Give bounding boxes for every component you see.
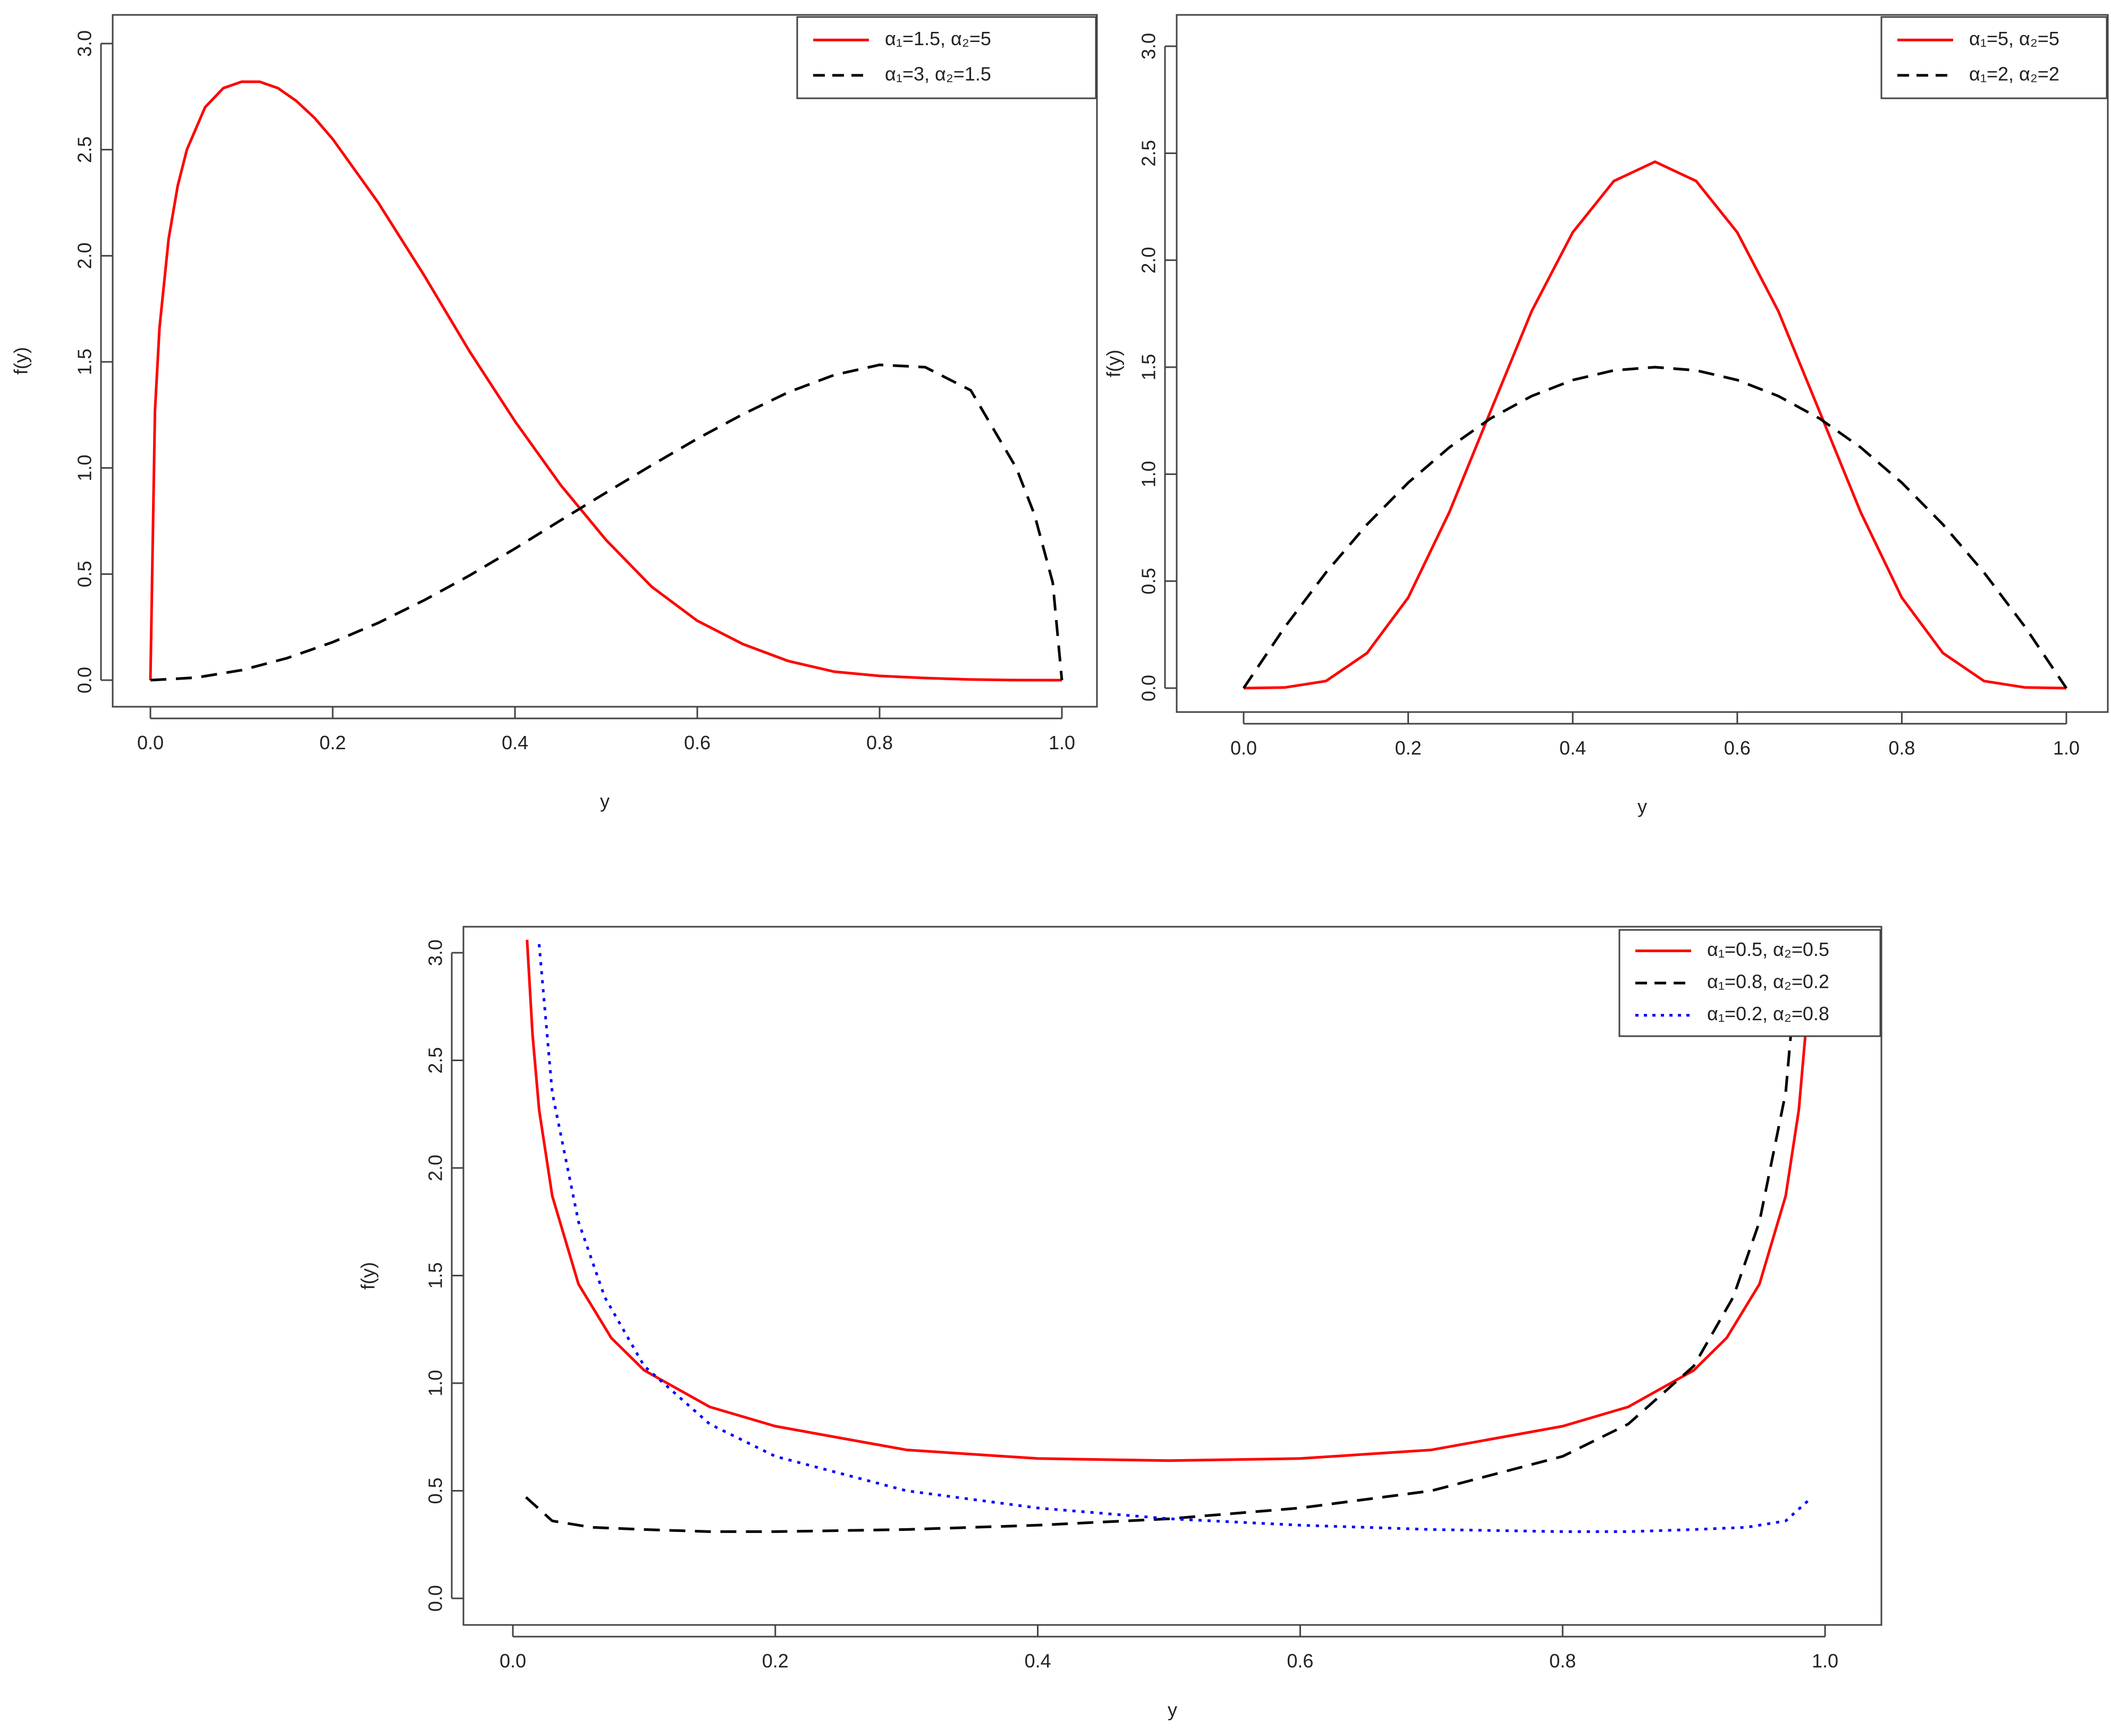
legend-label: α₁=5, α₂=5 — [1969, 28, 2059, 49]
y-tick-label: 1.5 — [1138, 354, 1160, 380]
y-tick-label: 1.5 — [425, 1262, 446, 1289]
plot-frame — [462, 926, 1882, 1626]
series-line-2 — [1242, 366, 2068, 689]
legend-label: α₁=0.8, α₂=0.2 — [1707, 971, 1829, 993]
x-tick-label: 0.6 — [1724, 737, 1751, 759]
y-tick-label: 2.5 — [74, 137, 96, 163]
y-tick-label: 2.0 — [425, 1155, 446, 1181]
y-tick-label: 1.5 — [74, 349, 96, 375]
plot-frame — [112, 14, 1098, 708]
y-tick-label: 3.0 — [74, 30, 96, 57]
y-tick-label: 0.0 — [425, 1585, 446, 1612]
x-axis-label: y — [1637, 795, 1647, 817]
y-tick-label: 0.5 — [74, 561, 96, 587]
y-tick-label: 1.0 — [425, 1370, 446, 1396]
series-line-1 — [526, 939, 1812, 1462]
legend-label: α₁=0.2, α₂=0.8 — [1707, 1003, 1829, 1024]
plot-area — [525, 939, 1813, 1533]
y-tick-label: 0.0 — [74, 667, 96, 693]
plot-area — [1242, 160, 2068, 690]
x-tick-label: 0.2 — [319, 732, 346, 753]
legend: α₁=1.5, α₂=5 α₁=3, α₂=1.5 — [796, 16, 1097, 99]
y-tick-label: 3.0 — [1138, 33, 1160, 60]
plot-area — [149, 80, 1063, 682]
y-tick-label: 0.5 — [425, 1477, 446, 1504]
x-tick-label: 0.4 — [502, 732, 528, 753]
legend: α₁=5, α₂=5 α₁=2, α₂=2 — [1880, 16, 2108, 99]
y-axis-label: f(y) — [10, 347, 32, 375]
y-axis-label: f(y) — [1103, 350, 1125, 377]
panels: 0.0 0.2 0.4 0.6 0.8 1.0 0.0 0.5 1.0 1.5 2.0 2.5 3.0 y… — [10, 14, 2109, 1721]
x-tick-label: 0.0 — [1230, 737, 1257, 759]
y-tick-label: 1.0 — [74, 455, 96, 481]
y-tick-label: 0.5 — [1138, 568, 1160, 595]
legend-label: α₁=2, α₂=2 — [1969, 63, 2059, 84]
chart-panel-1: 0.0 0.2 0.4 0.6 0.8 1.0 0.0 0.5 1.0 1.5 2.0 2.5 3.0 y… — [10, 14, 1098, 812]
y-tick-label: 2.0 — [1138, 247, 1160, 274]
x-tick-label: 0.4 — [1025, 1650, 1051, 1672]
series-line-2 — [525, 944, 1801, 1533]
series-line-2 — [150, 363, 1063, 682]
y-axis-label: f(y) — [357, 1262, 379, 1290]
x-tick-label: 1.0 — [2053, 737, 2080, 759]
legend-box — [1880, 16, 2108, 99]
y-tick-label: 3.0 — [425, 939, 446, 966]
x-tick-label: 0.8 — [866, 732, 893, 753]
x-tick-label: 1.0 — [1049, 732, 1075, 753]
chart-panel-3: 0.0 0.2 0.4 0.6 0.8 1.0 0.0 0.5 1.0 1.5 2.0 2.5 3.0 y… — [357, 926, 1882, 1721]
x-tick-label: 0.6 — [1287, 1650, 1313, 1672]
plot-frame — [1176, 14, 2109, 713]
x-tick-label: 0.6 — [684, 732, 711, 753]
legend-box — [796, 16, 1097, 99]
y-tick-label: 0.0 — [1138, 675, 1160, 701]
series-line-1 — [1243, 160, 2067, 690]
x-tick-label: 0.8 — [1888, 737, 1915, 759]
x-tick-label: 0.0 — [137, 732, 164, 753]
legend: α₁=0.5, α₂=0.5 α₁=0.8, α₂=0.2 α₁=0.2, α₂=0… — [1618, 929, 1881, 1037]
x-tick-label: 0.8 — [1549, 1650, 1576, 1672]
x-tick-label: 0.2 — [1395, 737, 1422, 759]
x-tick-label: 0.0 — [500, 1650, 526, 1672]
y-tick-label: 2.5 — [425, 1047, 446, 1073]
x-axis-label: y — [1168, 1699, 1177, 1721]
chart-panel-2: 0.0 0.2 0.4 0.6 0.8 1.0 0.0 0.5 1.0 1.5 2.0 2.5 3.0 y… — [1103, 14, 2109, 817]
y-tick-label: 1.0 — [1138, 461, 1160, 487]
x-tick-label: 0.4 — [1559, 737, 1586, 759]
legend-label: α₁=1.5, α₂=5 — [885, 28, 991, 49]
x-axis-label: y — [600, 790, 610, 812]
x-tick-label: 0.2 — [762, 1650, 789, 1672]
legend-label: α₁=3, α₂=1.5 — [885, 63, 991, 84]
x-tick-label: 1.0 — [1812, 1650, 1838, 1672]
y-tick-label: 2.5 — [1138, 140, 1160, 166]
legend-label: α₁=0.5, α₂=0.5 — [1707, 938, 1829, 960]
y-tick-label: 2.0 — [74, 242, 96, 269]
series-line-1 — [149, 80, 1062, 682]
